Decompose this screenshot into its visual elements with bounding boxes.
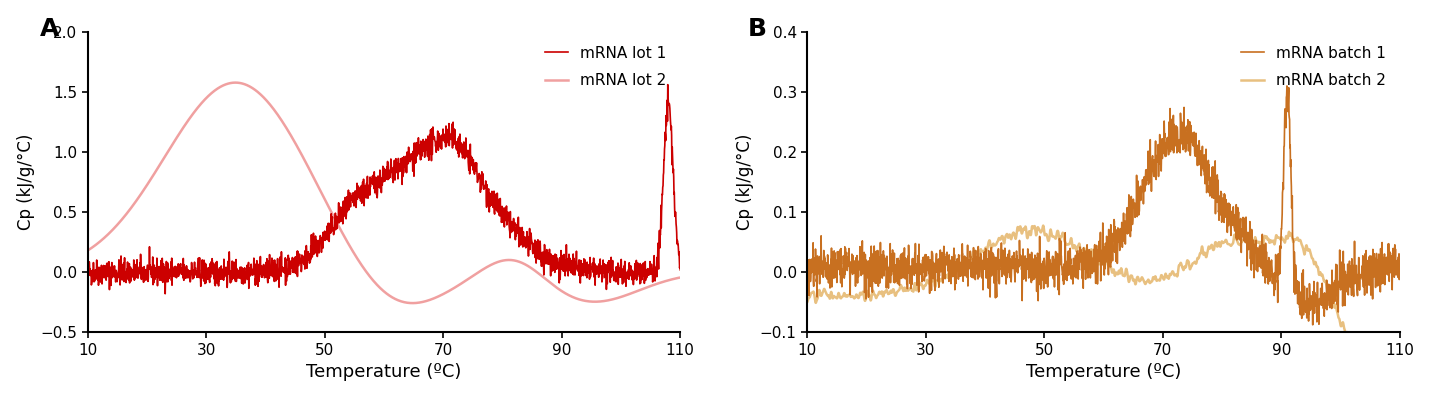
mRNA lot 2 <box>671 275 688 280</box>
Y-axis label: Cp (kJ/g/°C): Cp (kJ/g/°C) <box>737 134 754 230</box>
mRNA lot 1 <box>156 291 173 296</box>
mRNA lot 2 <box>228 80 245 85</box>
mRNA lot 1 <box>352 185 369 190</box>
mRNA batch 2 <box>798 300 816 304</box>
mRNA lot 1 <box>545 259 562 264</box>
mRNA batch 2 <box>1391 338 1408 343</box>
mRNA batch 2 <box>1035 223 1052 228</box>
Line: mRNA lot 1: mRNA lot 1 <box>87 85 680 294</box>
mRNA lot 1 <box>671 267 688 272</box>
mRNA batch 2 <box>1362 369 1379 374</box>
mRNA batch 2 <box>829 295 846 300</box>
mRNA lot 1 <box>79 267 96 271</box>
mRNA batch 1 <box>1278 84 1295 88</box>
mRNA lot 2 <box>655 279 673 284</box>
mRNA lot 1 <box>368 185 385 189</box>
mRNA batch 1 <box>1374 264 1391 269</box>
mRNA batch 1 <box>798 273 816 278</box>
mRNA batch 1 <box>1375 281 1392 286</box>
mRNA lot 2 <box>109 222 126 226</box>
mRNA batch 2 <box>1375 365 1392 370</box>
mRNA lot 1 <box>109 272 126 277</box>
mRNA batch 2 <box>1072 244 1089 249</box>
mRNA batch 1 <box>1391 277 1408 281</box>
Line: mRNA lot 2: mRNA lot 2 <box>87 83 680 303</box>
mRNA batch 1 <box>1304 322 1321 327</box>
mRNA batch 1 <box>1070 249 1088 254</box>
Text: A: A <box>40 17 60 41</box>
mRNA batch 2 <box>1265 242 1282 246</box>
mRNA batch 2 <box>1374 366 1391 371</box>
mRNA lot 2 <box>79 248 96 253</box>
mRNA lot 2 <box>655 279 673 284</box>
Text: B: B <box>748 17 767 41</box>
X-axis label: Temperature (ºC): Temperature (ºC) <box>1026 363 1181 381</box>
mRNA batch 1 <box>1086 269 1103 274</box>
Legend: mRNA batch 1, mRNA batch 2: mRNA batch 1, mRNA batch 2 <box>1235 40 1392 94</box>
mRNA batch 2 <box>1088 250 1105 255</box>
mRNA lot 1 <box>655 173 673 178</box>
Line: mRNA batch 2: mRNA batch 2 <box>807 226 1400 372</box>
Line: mRNA batch 1: mRNA batch 1 <box>807 86 1400 325</box>
mRNA lot 1 <box>660 82 677 87</box>
mRNA lot 2 <box>352 261 369 265</box>
mRNA lot 1 <box>654 183 671 188</box>
mRNA lot 2 <box>368 281 385 286</box>
mRNA lot 2 <box>547 284 564 289</box>
mRNA lot 2 <box>404 301 421 306</box>
X-axis label: Temperature (ºC): Temperature (ºC) <box>306 363 462 381</box>
mRNA batch 1 <box>1265 282 1282 287</box>
Legend: mRNA lot 1, mRNA lot 2: mRNA lot 1, mRNA lot 2 <box>539 40 673 94</box>
Y-axis label: Cp (kJ/g/°C): Cp (kJ/g/°C) <box>17 134 34 230</box>
mRNA batch 1 <box>829 249 846 254</box>
